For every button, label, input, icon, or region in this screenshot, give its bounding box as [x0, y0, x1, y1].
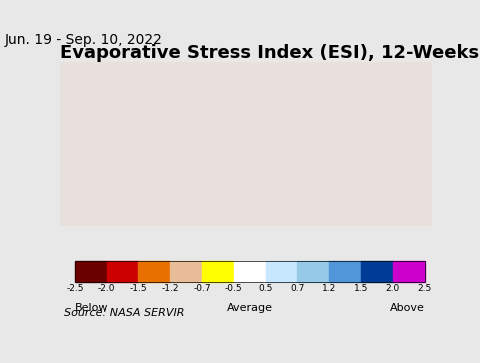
Text: 2.0: 2.0 [385, 284, 400, 293]
Text: Source: NASA SERVIR: Source: NASA SERVIR [64, 308, 184, 318]
Text: 1.2: 1.2 [322, 284, 336, 293]
Text: Jun. 19 - Sep. 10, 2022: Jun. 19 - Sep. 10, 2022 [5, 33, 163, 47]
Bar [265, 261, 298, 282]
Bar [75, 261, 424, 282]
Bar [75, 261, 107, 282]
Bar [298, 261, 329, 282]
Bar [329, 261, 361, 282]
Text: 0.7: 0.7 [290, 284, 305, 293]
Bar [202, 261, 234, 282]
Bar [393, 261, 424, 282]
Text: -2.5: -2.5 [66, 284, 84, 293]
Bar [361, 261, 393, 282]
Bar [234, 261, 265, 282]
Text: -0.7: -0.7 [193, 284, 211, 293]
Text: Below: Below [75, 303, 108, 313]
Text: Average: Average [227, 303, 273, 313]
Text: 1.5: 1.5 [354, 284, 368, 293]
Bar [170, 261, 202, 282]
Text: -1.2: -1.2 [161, 284, 179, 293]
Bar [107, 261, 138, 282]
Text: Evaporative Stress Index (ESI), 12-Weeks over Croplands: Evaporative Stress Index (ESI), 12-Weeks… [60, 44, 480, 62]
Text: 0.5: 0.5 [258, 284, 273, 293]
Text: -2.0: -2.0 [98, 284, 115, 293]
Bar [138, 261, 170, 282]
Text: -0.5: -0.5 [225, 284, 242, 293]
Text: -1.5: -1.5 [130, 284, 147, 293]
Text: 2.5: 2.5 [418, 284, 432, 293]
Text: Above: Above [390, 303, 424, 313]
